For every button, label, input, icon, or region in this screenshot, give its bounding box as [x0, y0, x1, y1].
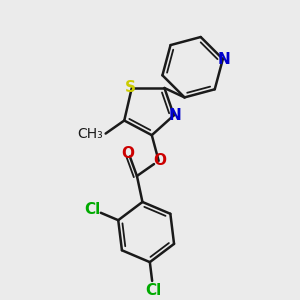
Text: Cl: Cl: [84, 202, 100, 217]
Text: N: N: [218, 52, 230, 67]
Text: CH₃: CH₃: [77, 127, 103, 141]
Text: O: O: [153, 153, 166, 168]
Text: O: O: [122, 146, 134, 161]
Text: S: S: [125, 80, 136, 94]
Text: N: N: [168, 108, 181, 123]
Text: Cl: Cl: [145, 283, 161, 298]
